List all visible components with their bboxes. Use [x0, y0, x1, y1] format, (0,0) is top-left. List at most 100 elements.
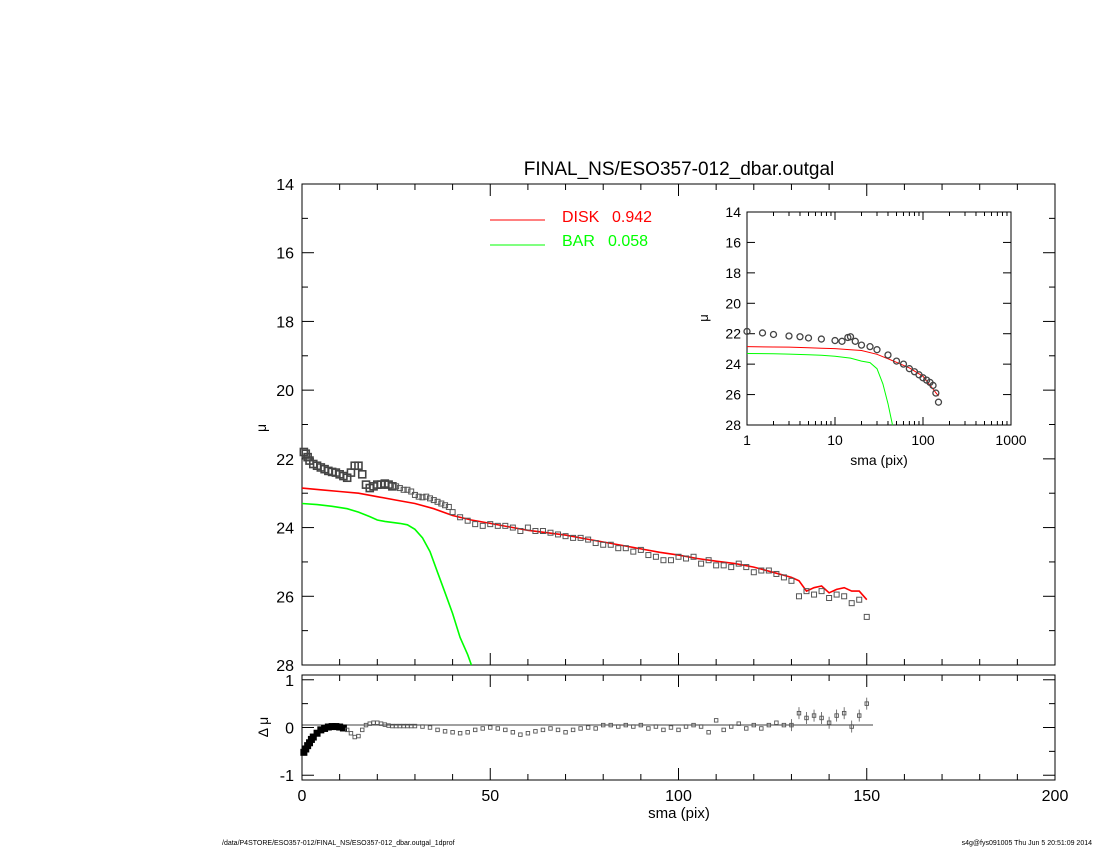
inset-data-point	[866, 342, 874, 351]
residual-point	[841, 710, 847, 716]
main-data-point	[735, 560, 742, 567]
main-data-point	[479, 522, 486, 529]
residual-point	[472, 727, 478, 733]
main-data-point	[645, 552, 652, 559]
residual-point	[601, 722, 606, 728]
inset-x-axis-label: sma (pix)	[850, 452, 908, 468]
inset-y-tick-label: 16	[725, 234, 741, 250]
x-tick-label: 150	[853, 788, 880, 805]
residual-point	[427, 725, 433, 730]
legend-bar-label: BAR	[562, 233, 595, 250]
residual-point	[638, 722, 644, 728]
inset-data-point	[929, 381, 937, 390]
main-data-point	[354, 461, 363, 471]
main-data-point	[396, 485, 403, 492]
residual-point	[548, 726, 553, 731]
main-y-tick-label: 24	[276, 521, 294, 538]
inset-y-tick-label: 24	[725, 356, 741, 372]
inset-data-point	[817, 335, 826, 343]
inset-x-ticks: 1 10 100 1000	[743, 212, 1027, 448]
residual-point	[691, 722, 696, 728]
main-data-point	[408, 488, 415, 495]
residual-point	[789, 722, 794, 728]
residual-point	[744, 726, 749, 731]
main-data-point	[856, 596, 863, 603]
residual-y-tick-label: 0	[285, 721, 294, 738]
main-data-point	[532, 528, 539, 535]
residual-point	[706, 730, 711, 735]
main-data-point	[400, 486, 407, 493]
main-data-point	[698, 560, 705, 567]
main-data-point	[667, 557, 674, 564]
inset-x-tick-label: 10	[827, 432, 843, 448]
main-y-tick-label: 18	[276, 314, 294, 331]
inset-data-point	[838, 337, 846, 345]
main-data-point	[637, 546, 644, 553]
main-y-axis-label: μ	[253, 424, 269, 432]
residual-point	[457, 731, 463, 736]
inset-data-point	[851, 337, 859, 345]
inset-data-point	[846, 333, 855, 341]
main-data-point	[788, 577, 795, 584]
main-data-point	[863, 613, 870, 620]
inset-y-tick-label: 20	[725, 295, 741, 311]
residual-point	[766, 722, 772, 728]
residual-point	[348, 731, 354, 736]
residual-point	[593, 726, 598, 731]
residual-point	[631, 724, 636, 729]
main-data-point	[765, 567, 772, 574]
residual-point	[442, 729, 448, 734]
main-data-point	[430, 497, 437, 504]
main-data-point	[449, 509, 456, 516]
main-data-point	[826, 595, 833, 602]
legend-disk-value: 0.942	[612, 209, 652, 226]
main-data-point	[720, 562, 727, 569]
inset-y-tick-label: 26	[725, 387, 741, 403]
residual-point	[540, 727, 546, 733]
main-data-point	[652, 553, 659, 560]
residual-point	[375, 720, 380, 725]
main-data-point	[472, 521, 479, 528]
main-data-point	[502, 522, 509, 529]
residual-point	[646, 726, 651, 731]
main-data-point	[570, 534, 577, 541]
residual-point	[356, 733, 361, 739]
inset-x-tick-label: 100	[911, 432, 935, 448]
residual-point	[623, 722, 628, 728]
main-data-point	[705, 557, 712, 564]
residual-point	[804, 715, 809, 721]
main-data-point	[818, 588, 825, 595]
main-data-point	[848, 600, 855, 607]
main-data-point	[758, 567, 765, 574]
legend: DISK 0.942 BAR 0.058	[490, 209, 652, 250]
residual-point	[450, 730, 455, 735]
x-axis-label: sma (pix)	[648, 805, 710, 822]
residual-point	[352, 734, 357, 740]
legend-bar-value: 0.058	[608, 233, 648, 250]
residual-point	[683, 724, 689, 729]
inset-y-tick-label: 18	[725, 265, 741, 281]
residual-point	[653, 724, 659, 729]
main-title: FINAL_NS/ESO357-012_dbar.outgal	[524, 159, 835, 180]
residual-point	[533, 729, 538, 734]
main-data-point	[517, 528, 524, 535]
main-data-point	[411, 491, 418, 498]
inset-series	[743, 327, 943, 426]
residual-y-axis-label: Δ μ	[255, 717, 271, 738]
residual-point	[360, 727, 365, 733]
residual-point	[834, 713, 839, 718]
residual-series	[300, 697, 869, 756]
main-data-point	[555, 531, 562, 538]
residual-point	[864, 701, 869, 706]
footer-timestamp: s4g@fys091005 Thu Jun 5 20:51:09 2014	[961, 840, 1092, 847]
x-tick-label: 0	[298, 788, 307, 805]
main-data-point	[780, 574, 787, 581]
main-data-point	[803, 588, 810, 595]
main-data-point	[404, 486, 411, 493]
main-panel: FINAL_NS/ESO357-012_dbar.outgal 14 16 18 20…	[253, 159, 1056, 675]
main-data-point	[577, 534, 584, 541]
residual-point	[751, 722, 756, 728]
main-data-point	[811, 591, 818, 598]
residual-point	[608, 722, 613, 728]
